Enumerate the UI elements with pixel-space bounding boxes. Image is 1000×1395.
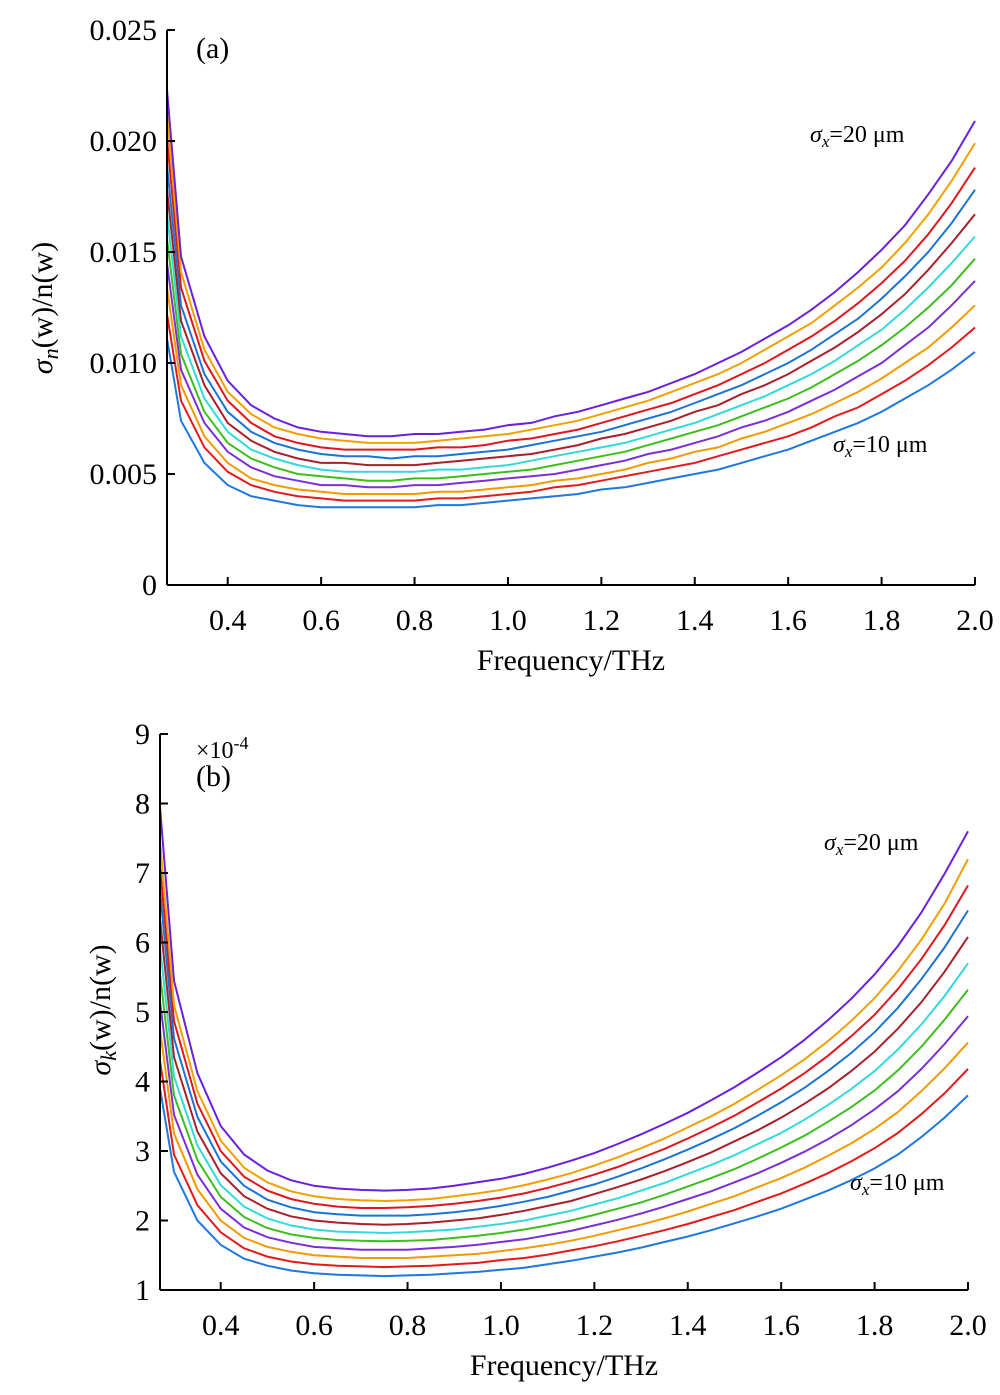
y-tick-label-b: 2	[135, 1205, 150, 1238]
annotation-bottom-a: σx=10 μm	[833, 432, 928, 461]
annotation-bottom-subscript-b: x	[861, 1180, 870, 1199]
annotation-top-text-a: =20 μm	[829, 122, 904, 148]
y-axis-title-rest-b: (w)/n(w)	[84, 944, 117, 1051]
panel-label-a: (a)	[196, 32, 229, 65]
x-tick-label-a: 1.6	[769, 604, 807, 637]
y-tick-label-b: 5	[135, 996, 150, 1029]
series-line-a-5	[166, 238, 976, 482]
y-tick-label-a: 0.015	[90, 236, 158, 269]
annotation-top-a: σx=20 μm	[810, 122, 905, 151]
y-axis-title-symbol-b: σ	[84, 1060, 117, 1076]
series-line-b-11	[159, 806, 969, 1192]
exponent-power-b: -4	[234, 733, 249, 753]
series-line-a-9	[166, 138, 976, 451]
y-axis-exponent-b: ×10-4	[196, 733, 249, 764]
x-axis-title-b: Frequency/THz	[470, 1349, 658, 1382]
annotation-top-text-b: =20 μm	[843, 830, 918, 856]
series-line-a-2	[166, 314, 976, 502]
y-tick-label-b: 3	[135, 1135, 150, 1168]
y-tick-label-b: 8	[135, 788, 150, 821]
annotation-top-symbol-a: σ	[810, 122, 823, 148]
annotation-bottom-symbol-a: σ	[833, 432, 846, 458]
y-axis-title-a: σn(w)/n(w)	[26, 242, 63, 374]
y-axis-title-subscript-a: n	[38, 348, 63, 359]
x-tick-label-b: 0.6	[295, 1309, 333, 1342]
series-line-a-4	[166, 262, 976, 489]
series-line-b-10	[159, 841, 969, 1203]
x-ticks-a: 0.4 0.6 0.8 1.0 1.2 1.4 1.6 1.8 2.0	[209, 577, 994, 637]
y-tick-label-b: 9	[135, 718, 150, 751]
series-line-a-3	[166, 287, 976, 495]
x-axis-title-a: Frequency/THz	[477, 644, 665, 677]
annotation-bottom-text-b: =10 μm	[869, 1170, 944, 1196]
chart-panel-b: 0.4 0.6 0.8 1.0 1.2 1.4 1.6 1.8 2.0 1 2 3 4 5 6 7 8 9 ×1…	[84, 718, 987, 1382]
series-line-b-7	[159, 918, 969, 1226]
x-tick-label-b: 2.0	[949, 1309, 987, 1342]
series-line-b-5	[159, 973, 969, 1243]
x-tick-label-a: 2.0	[956, 604, 994, 637]
series-lines-a	[166, 89, 976, 509]
annotation-top-symbol-b: σ	[824, 830, 837, 856]
series-line-b-3	[159, 1029, 969, 1259]
annotation-top-b: σx=20 μm	[824, 830, 919, 859]
annotation-bottom-symbol-b: σ	[850, 1170, 863, 1196]
annotation-top-subscript-b: x	[835, 840, 844, 859]
series-line-b-2	[159, 1060, 969, 1269]
x-tick-label-b: 1.0	[482, 1309, 520, 1342]
series-line-a-1	[166, 338, 976, 509]
x-tick-label-a: 0.8	[396, 604, 434, 637]
series-line-b-9	[159, 865, 969, 1209]
series-line-a-8	[166, 165, 976, 460]
series-line-b-8	[159, 890, 969, 1217]
y-axis-title-b: σk(w)/n(w)	[84, 944, 121, 1075]
x-tick-label-b: 1.4	[669, 1309, 707, 1342]
x-tick-label-b: 1.6	[762, 1309, 800, 1342]
x-tick-label-a: 1.2	[583, 604, 621, 637]
panel-label-b: (b)	[196, 760, 231, 793]
y-axis-title-rest-a: (w)/n(w)	[26, 242, 59, 349]
y-tick-label-b: 7	[135, 857, 150, 890]
x-tick-label-b: 1.8	[856, 1309, 894, 1342]
series-line-a-11	[166, 89, 976, 438]
y-tick-label-a: 0.005	[90, 458, 158, 491]
x-tick-label-a: 1.4	[676, 604, 714, 637]
x-tick-label-a: 0.6	[302, 604, 340, 637]
y-ticks-b: 1 2 3 4 5 6 7 8 9	[135, 718, 168, 1307]
x-tick-label-b: 0.4	[202, 1309, 240, 1342]
x-tick-label-b: 1.2	[576, 1309, 614, 1342]
series-line-b-1	[159, 1088, 969, 1278]
y-tick-label-b: 1	[135, 1274, 150, 1307]
y-tick-label-b: 4	[135, 1066, 150, 1099]
series-line-b-4	[159, 1001, 969, 1251]
series-lines-b	[159, 806, 969, 1278]
series-line-b-6	[159, 945, 969, 1235]
series-line-a-10	[166, 114, 976, 444]
y-tick-label-a: 0.020	[90, 125, 158, 158]
annotation-bottom-text-a: =10 μm	[852, 432, 927, 458]
exponent-base-b: ×10	[196, 738, 234, 764]
annotation-bottom-b: σx=10 μm	[850, 1170, 945, 1199]
x-tick-label-a: 1.0	[489, 604, 527, 637]
y-tick-label-b: 6	[135, 927, 150, 960]
y-axis-title-subscript-b: k	[96, 1050, 121, 1061]
x-tick-label-b: 0.8	[389, 1309, 427, 1342]
series-line-a-6	[166, 214, 976, 473]
annotation-top-subscript-a: x	[821, 132, 830, 151]
x-tick-label-a: 0.4	[209, 604, 247, 637]
series-line-a-7	[166, 189, 976, 467]
y-tick-label-a: 0	[142, 569, 157, 602]
x-tick-label-a: 1.8	[863, 604, 901, 637]
y-ticks-a: 0 0.005 0.010 0.015 0.020 0.025	[90, 14, 175, 602]
y-tick-label-a: 0.025	[90, 14, 158, 47]
y-tick-label-a: 0.010	[90, 347, 158, 380]
y-axis-title-symbol-a: σ	[26, 358, 59, 374]
chart-panel-a: 0.4 0.6 0.8 1.0 1.2 1.4 1.6 1.8 2.0 00.0050.0100…	[26, 14, 994, 677]
x-ticks-b: 0.4 0.6 0.8 1.0 1.2 1.4 1.6 1.8 2.0	[202, 1282, 987, 1342]
annotation-bottom-subscript-a: x	[844, 442, 853, 461]
